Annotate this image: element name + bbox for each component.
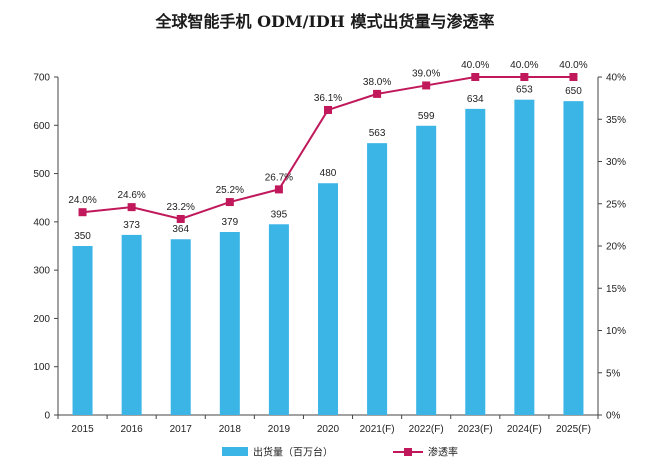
bar	[318, 183, 338, 415]
legend-line-marker	[404, 448, 412, 456]
right-tick-label: 5%	[606, 368, 621, 379]
left-tick-label: 100	[33, 362, 50, 373]
bar-value-label: 373	[123, 220, 140, 231]
bar	[121, 234, 142, 415]
x-tick-label: 2022(F)	[409, 424, 444, 435]
bar-series	[72, 99, 584, 416]
line-value-label: 24.6%	[117, 190, 145, 201]
line-point	[324, 105, 332, 114]
bar-value-label: 379	[221, 217, 238, 228]
bar	[416, 125, 437, 416]
right-tick-label: 20%	[606, 242, 626, 253]
x-tick-label: 2018	[219, 424, 242, 435]
line-value-label: 39.0%	[412, 68, 440, 79]
bar	[170, 239, 191, 415]
line-value-label: 25.2%	[216, 185, 244, 196]
right-tick-label: 35%	[606, 115, 626, 126]
bar	[219, 231, 240, 415]
bar	[72, 246, 93, 415]
x-tick-label: 2023(F)	[458, 424, 493, 435]
bar-value-label: 650	[565, 86, 582, 97]
bar	[367, 143, 388, 415]
x-tick-label: 2021(F)	[360, 424, 395, 435]
legend-line-label: 渗透率	[428, 446, 458, 459]
line-point	[274, 185, 283, 194]
bar-value-label: 480	[320, 168, 337, 179]
bar-value-label: 599	[418, 111, 435, 122]
line-point	[78, 208, 87, 217]
x-tick-label: 2019	[268, 424, 291, 435]
line-point	[471, 73, 480, 81]
left-tick-label: 200	[33, 314, 50, 325]
left-tick-label: 400	[33, 217, 50, 228]
legend-bar-label: 出货量（百万台）	[253, 446, 333, 459]
left-tick-label: 600	[33, 121, 50, 132]
bar-value-label: 634	[467, 94, 484, 105]
line-value-label: 40.0%	[461, 60, 489, 71]
right-tick-label: 10%	[606, 326, 626, 337]
line-point	[520, 73, 529, 81]
x-tick-label: 2016	[121, 424, 144, 435]
left-tick-label: 700	[33, 73, 50, 84]
bar	[268, 224, 289, 415]
line-point	[225, 198, 234, 207]
right-tick-label: 30%	[606, 157, 626, 168]
line-value-label: 38.0%	[363, 77, 391, 88]
bar-value-label: 653	[516, 85, 533, 96]
bar	[465, 108, 486, 416]
left-tick-label: 500	[33, 169, 50, 180]
line-value-label: 26.7%	[265, 172, 293, 183]
line-point	[127, 203, 136, 212]
line-point	[176, 214, 185, 223]
line-value-label: 23.2%	[167, 202, 195, 213]
bar-data-labels: 350 373 364 379 395 480 563 599 634 653 650	[74, 85, 582, 242]
x-tick-label: 2024(F)	[507, 424, 542, 435]
right-tick-label: 0%	[606, 411, 621, 422]
line-point	[569, 73, 578, 81]
line-value-label: 40.0%	[559, 60, 587, 71]
x-tick-label: 2025(F)	[556, 424, 591, 435]
left-tick-label: 0	[44, 411, 50, 422]
line-point	[373, 89, 382, 98]
line-value-label: 36.1%	[314, 93, 342, 104]
line-data-labels: 24.0% 24.6% 23.2% 25.2% 26.7% 36.1% 38.0% 39.0%…	[68, 60, 587, 213]
right-tick-label: 25%	[606, 199, 626, 210]
x-tick-label: 2017	[170, 424, 193, 435]
right-tick-label: 40%	[606, 73, 626, 84]
line-value-label: 40.0%	[510, 60, 538, 71]
line-point	[422, 81, 431, 90]
legend-bar-swatch	[222, 447, 248, 456]
bar-value-label: 350	[74, 231, 91, 242]
bar-value-label: 395	[271, 209, 288, 220]
bar-value-label: 364	[172, 224, 189, 235]
axes: 0 100 200 300 400 500 600 700 0% 5% 10% 15% 20% 25% 30…	[33, 73, 626, 436]
legend: 出货量（百万台） 渗透率	[222, 446, 458, 459]
bar-value-label: 563	[369, 128, 386, 139]
bar	[563, 101, 584, 416]
chart-title: 全球智能手机 ODM/IDH 模式出货量与渗透率	[155, 12, 495, 31]
bar	[514, 99, 535, 416]
x-tick-label: 2015	[71, 424, 94, 435]
line-value-label: 24.0%	[68, 195, 96, 206]
x-tick-label: 2020	[317, 424, 340, 435]
left-tick-label: 300	[33, 266, 50, 277]
right-tick-label: 15%	[606, 284, 626, 295]
line-series	[78, 73, 578, 223]
